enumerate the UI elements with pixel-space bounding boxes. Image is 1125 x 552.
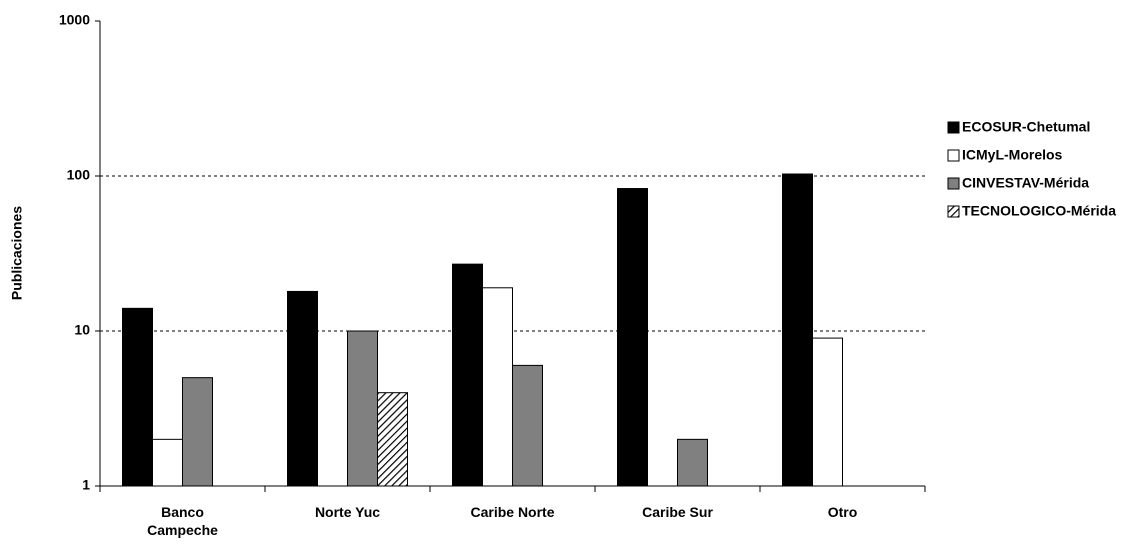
bar	[617, 188, 648, 487]
x-tick-label: Caribe Norte	[470, 504, 555, 520]
bar	[782, 173, 813, 487]
legend-swatch	[947, 205, 960, 218]
y-tick-label: 10	[74, 322, 90, 338]
legend-label: ECOSUR-Chetumal	[962, 119, 1090, 135]
y-axis-label: Publicaciones	[9, 206, 25, 300]
bar	[377, 392, 408, 487]
legend-label: CINVESTAV-Mérida	[962, 175, 1089, 191]
x-tick-label: Caribe Sur	[642, 504, 713, 520]
bar	[122, 307, 153, 487]
x-tick-label: Banco Campeche	[147, 504, 218, 538]
bar	[347, 330, 378, 487]
legend-swatch	[947, 177, 960, 190]
bar	[677, 438, 708, 487]
x-tick-label: Otro	[827, 504, 858, 520]
bar	[152, 438, 183, 487]
bar	[812, 337, 843, 487]
legend-swatch	[947, 149, 960, 162]
bar	[452, 263, 483, 487]
bar	[287, 290, 318, 487]
legend-label: ICMyL-Morelos	[962, 147, 1063, 163]
y-tick-label: 1000	[59, 12, 90, 28]
y-tick-label: 100	[67, 167, 91, 183]
x-tick-label: Norte Yuc	[314, 504, 381, 520]
bar	[512, 364, 543, 487]
bar	[182, 377, 213, 487]
legend-label: TECNOLOGICO-Mérida	[962, 203, 1116, 219]
legend-swatch	[947, 121, 960, 134]
y-tick-label: 1	[82, 477, 90, 493]
bar	[482, 287, 513, 487]
